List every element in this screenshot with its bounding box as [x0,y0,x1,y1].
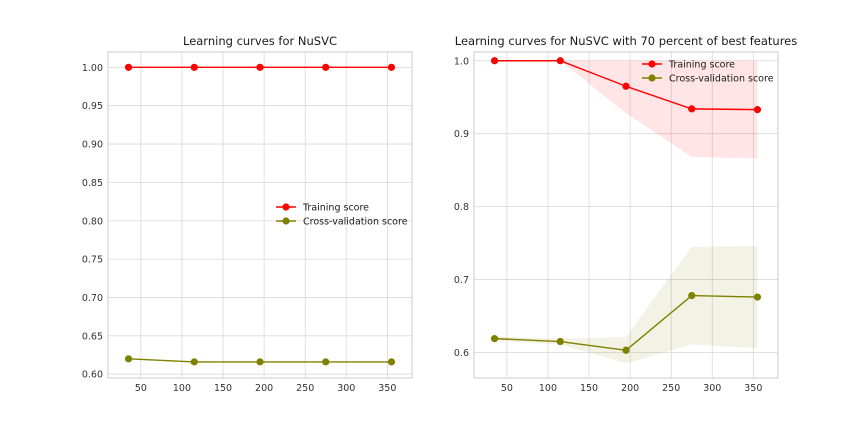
chart1-xtick-label: 250 [662,383,680,394]
chart1-xtick-label: 50 [501,383,513,394]
chart1-legend-marker-1 [648,74,656,82]
chart0-point-s1-2 [256,358,264,366]
chart1-point-s1-0 [490,335,499,343]
chart1-xtick-label: 200 [621,383,639,394]
chart1-xtick-label: 350 [744,383,762,394]
chart0-point-s1-1 [190,358,198,366]
chart0-point-s0-0 [124,63,133,71]
chart1-xtick-label: 100 [539,383,557,394]
chart1-legend-label-1: Cross-validation score [669,74,774,85]
chart1-point-s0-4 [753,106,762,114]
chart1-point-s0-3 [688,105,696,113]
chart0-point-s0-4 [387,63,396,71]
right-chart-panel: 50 100 150 200 250 300 350 0.6 0.7 0.8 0.9 1.0 Learn… [454,34,797,394]
chart0-point-s0-1 [190,63,198,71]
chart0-legend-label-1: Cross-validation score [303,217,408,228]
chart0-xtick-label: 200 [255,383,273,394]
chart0-ytick-label: 0.95 [82,101,103,112]
chart0-legend-label-0: Training score [302,203,369,214]
chart0-point-s1-3 [322,358,330,366]
chart0-xtick-label: 100 [173,383,191,394]
chart0-point-s1-0 [124,355,133,363]
chart1-point-s1-1 [556,337,564,346]
chart1-point-s0-0 [490,57,499,65]
chart1-point-s0-2 [622,82,630,90]
chart0-title: Learning curves for NuSVC [183,34,337,48]
chart1-xtick-label: 150 [580,383,598,394]
chart0-ytick-label: 0.80 [82,216,103,227]
chart1-band-series-1 [494,245,758,364]
chart1-ytick-label: 0.9 [454,129,469,140]
chart1-point-s1-4 [753,293,762,301]
chart0-legend-marker-1 [282,217,290,225]
chart0-ytick-label: 0.60 [82,370,103,381]
chart1-legend-label-0: Training score [668,60,735,71]
chart1-xtick-label: 300 [703,383,721,394]
chart0-xtick-label: 350 [378,383,396,394]
chart0-ytick-label: 0.70 [82,293,103,304]
chart1-ytick-label: 0.6 [454,348,469,359]
chart0-xtick-label: 150 [214,383,232,394]
chart0-point-s0-2 [256,63,264,71]
chart1-legend-marker-0 [648,60,656,68]
chart1-ytick-label: 1.0 [454,56,469,67]
chart1-point-s0-1 [556,57,564,65]
chart0-plot-frame [107,51,413,379]
chart1-legend: Training score Cross-validation score [642,60,774,85]
chart1-title: Learning curves for NuSVC with 70 percen… [455,34,797,48]
chart1-point-s1-3 [688,291,696,300]
left-chart-panel: 50 100 150 200 250 300 350 0.60 0.65 0.70 0.75 0.80… [82,34,413,394]
chart0-ytick-label: 0.90 [82,140,103,151]
chart0-legend-marker-0 [282,203,290,211]
chart0-ytick-label: 1.00 [82,63,103,74]
chart1-ytick-label: 0.7 [454,275,469,286]
chart0-xtick-label: 300 [337,383,355,394]
chart0-legend: Training score Cross-validation score [276,203,408,228]
chart0-point-s0-3 [322,63,330,71]
chart1-plot-frame [473,51,779,379]
chart1-ytick-label: 0.8 [454,202,469,213]
chart0-ytick-label: 0.65 [82,331,103,342]
chart1-point-s1-2 [622,346,630,354]
chart0-ytick-label: 0.75 [82,255,103,266]
chart1-band-series-0 [494,60,758,159]
chart0-xtick-label: 250 [296,383,314,394]
chart0-xtick-label: 50 [135,383,147,394]
chart0-ytick-label: 0.85 [82,178,103,189]
chart0-point-s1-4 [387,358,396,366]
